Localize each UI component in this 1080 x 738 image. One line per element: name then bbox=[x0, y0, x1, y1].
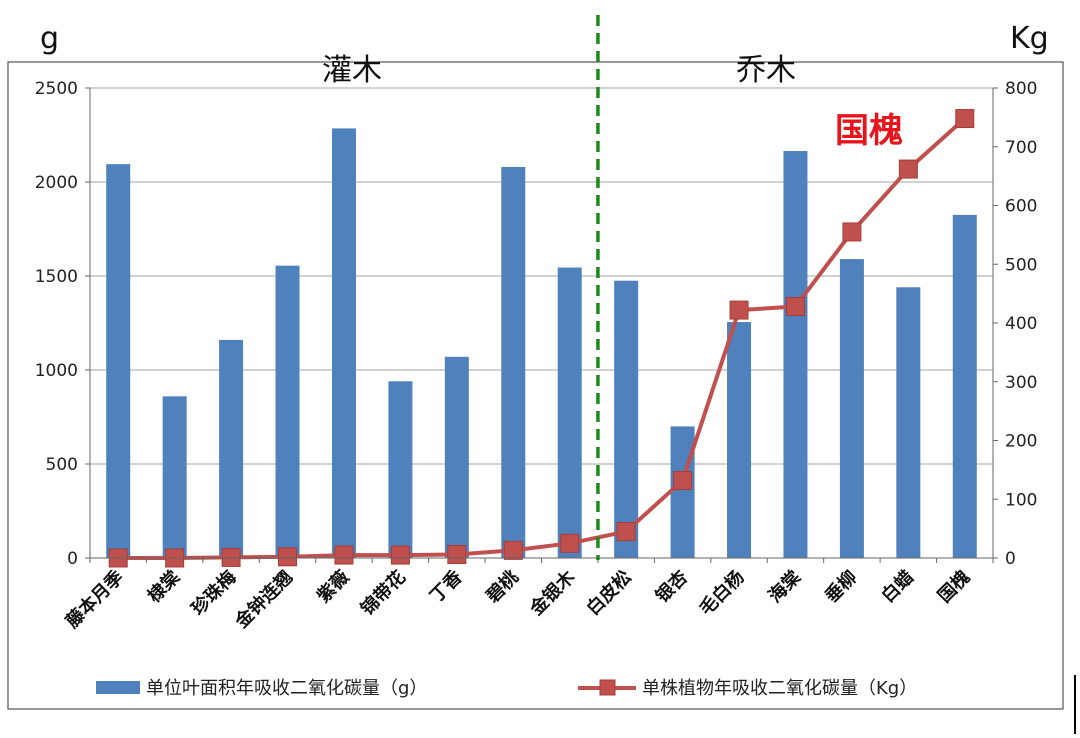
line-point bbox=[785, 297, 805, 317]
left-tick-label: 2000 bbox=[35, 173, 78, 193]
category-labels: 藤本月季 棣棠 珍珠梅金钟连翘 紫薇 锦带花 丁香 碧桃 金银木 白皮松 银杏 毛白杨 海棠 垂柳 白蜡国… bbox=[61, 565, 974, 633]
category-label: 碧桃 bbox=[481, 566, 523, 608]
bar bbox=[444, 356, 469, 558]
bar bbox=[331, 128, 356, 559]
right-axis-unit: Kg bbox=[1010, 21, 1049, 56]
line-point bbox=[955, 109, 975, 129]
right-tick-label: 100 bbox=[1005, 490, 1037, 510]
line-point bbox=[898, 159, 918, 179]
line-point bbox=[616, 522, 636, 542]
line-point bbox=[447, 544, 467, 564]
line-point bbox=[334, 545, 354, 565]
right-tick-label: 400 bbox=[1005, 314, 1037, 334]
bar bbox=[501, 166, 526, 558]
left-tick-label: 1000 bbox=[35, 361, 78, 381]
bar bbox=[162, 396, 187, 558]
bar bbox=[275, 265, 300, 558]
category-label: 垂柳 bbox=[820, 566, 861, 607]
bar bbox=[670, 426, 695, 558]
bar bbox=[219, 339, 244, 558]
bar bbox=[106, 164, 131, 558]
legend-label-line: 单株植物年吸收二氧化碳量（Kg） bbox=[642, 678, 917, 699]
legend-label-bar: 单位叶面积年吸收二氧化碳量（g） bbox=[146, 678, 427, 699]
annotation-callout: 国槐 bbox=[835, 111, 903, 151]
line-point bbox=[390, 545, 410, 565]
category-label: 紫薇 bbox=[312, 566, 353, 607]
right-tick-label: 600 bbox=[1005, 197, 1037, 217]
line-point bbox=[221, 547, 241, 567]
category-label: 毛白杨 bbox=[695, 566, 749, 620]
category-label: 珍珠梅 bbox=[187, 566, 241, 620]
chart-border bbox=[7, 61, 1064, 710]
category-label: 国槐 bbox=[933, 566, 974, 607]
bar bbox=[896, 287, 921, 558]
legend: 单位叶面积年吸收二氧化碳量（g） 单株植物年吸收二氧化碳量（Kg） bbox=[96, 678, 917, 699]
category-label: 金钟连翘 bbox=[230, 566, 297, 633]
bar bbox=[727, 322, 752, 558]
bar bbox=[952, 214, 977, 558]
category-label: 丁香 bbox=[426, 566, 467, 607]
category-label: 金银木 bbox=[525, 565, 580, 620]
line-point bbox=[673, 470, 693, 490]
bar bbox=[557, 267, 582, 558]
line-point bbox=[729, 300, 749, 320]
series-line bbox=[118, 117, 967, 560]
line-point bbox=[503, 540, 523, 560]
right-tick-label: 0 bbox=[1005, 549, 1016, 569]
category-label: 白蜡 bbox=[877, 566, 918, 607]
left-tick-label: 0 bbox=[67, 549, 78, 569]
category-label: 棣棠 bbox=[143, 565, 185, 607]
category-label: 藤本月季 bbox=[61, 566, 127, 632]
right-tick-label: 200 bbox=[1005, 432, 1037, 452]
legend-swatch-bar bbox=[96, 681, 140, 694]
group-label-trees: 乔木 bbox=[736, 53, 796, 88]
bar bbox=[614, 280, 639, 558]
left-tick-label: 1500 bbox=[35, 267, 78, 287]
line-point bbox=[560, 533, 580, 553]
axes: 0 500 1000 1500 2000 2500 0 100 200 300 400 500 600 7… bbox=[35, 79, 1038, 569]
right-tick-label: 700 bbox=[1005, 138, 1037, 158]
line-point bbox=[278, 547, 298, 567]
left-tick-label: 500 bbox=[46, 455, 78, 475]
group-label-shrubs: 灌木 bbox=[322, 53, 382, 88]
category-label: 白皮松 bbox=[582, 566, 636, 620]
right-tick-label: 500 bbox=[1005, 255, 1037, 275]
bar bbox=[388, 381, 413, 558]
legend-swatch-marker bbox=[599, 679, 616, 696]
category-label: 海棠 bbox=[764, 565, 806, 607]
category-label: 锦带花 bbox=[356, 566, 410, 620]
bar-series bbox=[106, 128, 977, 559]
bar bbox=[783, 150, 808, 559]
left-axis-unit: g bbox=[40, 21, 59, 56]
right-tick-label: 300 bbox=[1005, 373, 1037, 393]
left-tick-label: 2500 bbox=[35, 79, 78, 99]
category-label: 银杏 bbox=[651, 566, 692, 607]
right-tick-label: 800 bbox=[1005, 79, 1037, 99]
bar bbox=[839, 259, 864, 558]
line-point bbox=[842, 222, 862, 242]
